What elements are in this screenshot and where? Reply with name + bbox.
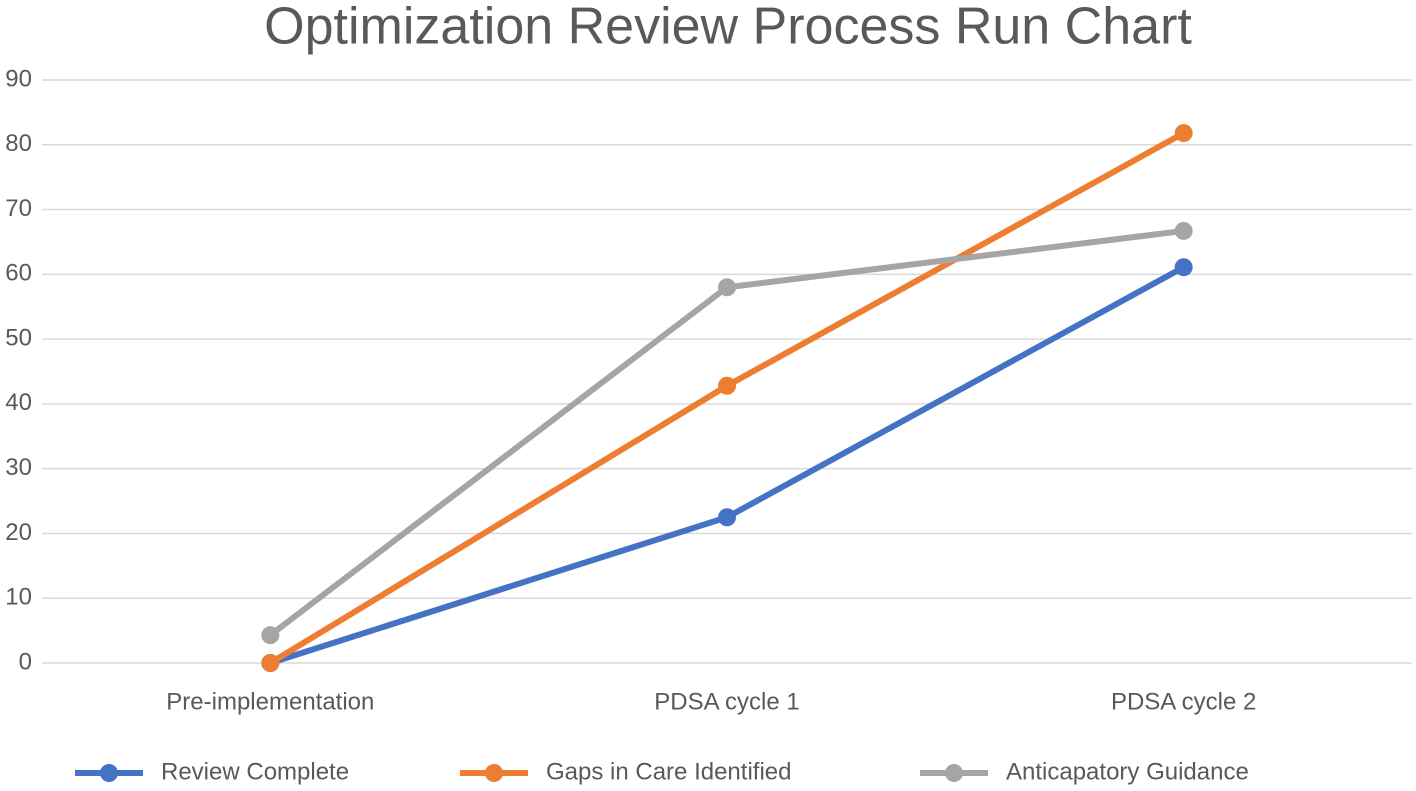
data-point	[261, 626, 280, 645]
y-tick-label: 90	[5, 65, 32, 92]
legend-marker	[485, 764, 503, 782]
legend-label: Anticapatory Guidance	[1006, 758, 1249, 785]
y-tick-label: 60	[5, 260, 32, 287]
series-line	[269, 264, 1186, 666]
series-line	[268, 130, 1186, 666]
data-point	[261, 654, 280, 672]
y-tick-label: 50	[5, 324, 32, 351]
legend-marker	[945, 764, 963, 782]
x-tick-label: PDSA cycle 2	[1111, 688, 1256, 715]
y-tick-label: 80	[5, 130, 32, 157]
legend-label: Gaps in Care Identified	[546, 758, 791, 785]
y-tick-label: 0	[19, 648, 32, 675]
y-tick-label: 30	[5, 454, 32, 481]
data-point	[1174, 258, 1193, 277]
y-tick-label: 20	[5, 519, 32, 546]
data-point	[718, 278, 736, 297]
y-tick-label: 70	[5, 195, 32, 222]
data-point	[1174, 221, 1193, 240]
legend-label: Review Complete	[161, 758, 349, 785]
data-point	[718, 376, 736, 395]
data-point	[718, 508, 736, 527]
y-tick-label: 10	[5, 584, 32, 611]
legend-marker	[100, 764, 118, 782]
x-tick-label: Pre-implementation	[166, 688, 374, 715]
data-point	[1174, 124, 1193, 143]
y-tick-label: 40	[5, 389, 32, 416]
chart-title: Optimization Review Process Run Chart	[264, 0, 1192, 56]
x-tick-label: PDSA cycle 1	[654, 688, 799, 715]
